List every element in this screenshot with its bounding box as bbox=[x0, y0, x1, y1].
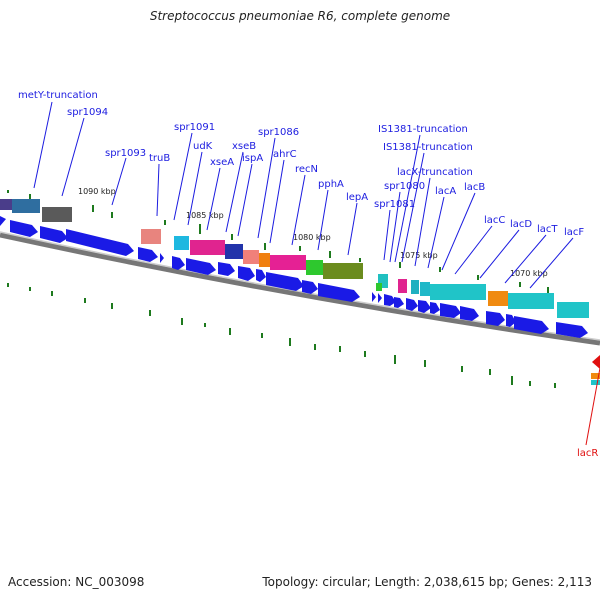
gene-label[interactable]: truB bbox=[149, 153, 170, 164]
gene-block-lepA bbox=[378, 274, 388, 288]
gene-block-ahrC bbox=[306, 260, 323, 275]
gene-block-spr1094 bbox=[42, 207, 72, 222]
gene-block-ispA bbox=[259, 253, 270, 267]
gene-block-udK bbox=[190, 240, 225, 255]
gene-label[interactable]: spr1080 bbox=[384, 181, 425, 192]
gene-label[interactable]: recN bbox=[295, 164, 318, 175]
gene-labels: metY-truncation spr1094 spr1093 truB spr… bbox=[18, 90, 598, 459]
accession-text: Accession: NC_003098 bbox=[8, 575, 145, 589]
gene-block-purple bbox=[0, 199, 12, 210]
scale-tick-label: 1090 kbp bbox=[78, 187, 116, 196]
gene-label[interactable]: spr1081 bbox=[374, 199, 415, 210]
gene-label[interactable]: lepA bbox=[346, 192, 368, 203]
gc-skew-track bbox=[7, 190, 556, 388]
gene-label[interactable]: lacF bbox=[564, 227, 584, 238]
gene-label[interactable]: lacD bbox=[510, 219, 532, 230]
gene-label[interactable]: lacC bbox=[484, 215, 505, 226]
gene-block-orange-edge bbox=[591, 373, 600, 379]
gene-block-spr1091 bbox=[174, 236, 189, 250]
gene-block-is1381 bbox=[411, 280, 419, 294]
gene-label[interactable]: lacB bbox=[464, 182, 485, 193]
gene-block-spr1081 bbox=[376, 283, 382, 291]
gene-block-spr1086 bbox=[270, 255, 306, 270]
gene-label-highlight[interactable]: lacR bbox=[577, 448, 598, 459]
gene-block-lacB bbox=[488, 291, 508, 306]
gene-block-truB bbox=[141, 229, 161, 244]
gene-block-metY bbox=[12, 199, 40, 213]
scale-ticks: 1090 kbp 1085 kbp 1080 kbp 1075 kbp 1070… bbox=[78, 187, 548, 278]
gene-block-lacC bbox=[508, 293, 554, 309]
map-title: Streptococcus pneumoniae R6, complete ge… bbox=[149, 9, 451, 23]
gene-block-xseA bbox=[225, 244, 243, 259]
gene-label[interactable]: spr1094 bbox=[67, 107, 108, 118]
cds-arrows-track bbox=[0, 216, 588, 338]
gene-block-lacD bbox=[557, 302, 589, 318]
gene-label[interactable]: xseA bbox=[210, 157, 234, 168]
gene-block-lacX bbox=[420, 282, 430, 296]
gene-label[interactable]: IS1381-truncation bbox=[383, 142, 473, 153]
gene-label[interactable]: spr1091 bbox=[174, 122, 215, 133]
scale-tick-label: 1075 kbp bbox=[400, 251, 438, 260]
gene-label[interactable]: metY-truncation bbox=[18, 90, 98, 101]
scale-tick-label: 1070 kbp bbox=[510, 269, 548, 278]
gene-label[interactable]: spr1086 bbox=[258, 127, 299, 138]
gene-label[interactable]: udK bbox=[193, 141, 213, 152]
gene-block-spr1080 bbox=[398, 279, 407, 293]
scale-tick-label: 1080 kbp bbox=[293, 233, 331, 242]
gene-label[interactable]: lacA bbox=[435, 186, 456, 197]
gene-block-lacA bbox=[430, 284, 486, 300]
scale-tick-label: 1085 kbp bbox=[186, 211, 224, 220]
gene-label[interactable]: ahrC bbox=[273, 149, 297, 160]
gene-block-lacR bbox=[592, 355, 600, 369]
genome-stats-text: Topology: circular; Length: 2,038,615 bp… bbox=[262, 575, 592, 589]
gene-features-track bbox=[0, 199, 600, 385]
gene-label[interactable]: xseB bbox=[232, 141, 256, 152]
gene-label-leaders bbox=[33, 101, 600, 446]
gene-label[interactable]: pphA bbox=[318, 179, 344, 190]
gene-block-cyan-edge bbox=[591, 380, 600, 385]
gene-label[interactable]: lacX-truncation bbox=[397, 167, 473, 178]
gene-block-recN bbox=[323, 263, 363, 279]
gene-label[interactable]: spr1093 bbox=[105, 148, 146, 159]
gene-label[interactable]: IS1381-truncation bbox=[378, 124, 468, 135]
gene-label[interactable]: lacT bbox=[537, 224, 558, 235]
gene-label[interactable]: ispA bbox=[242, 153, 263, 164]
gene-block-xseB bbox=[243, 250, 259, 264]
